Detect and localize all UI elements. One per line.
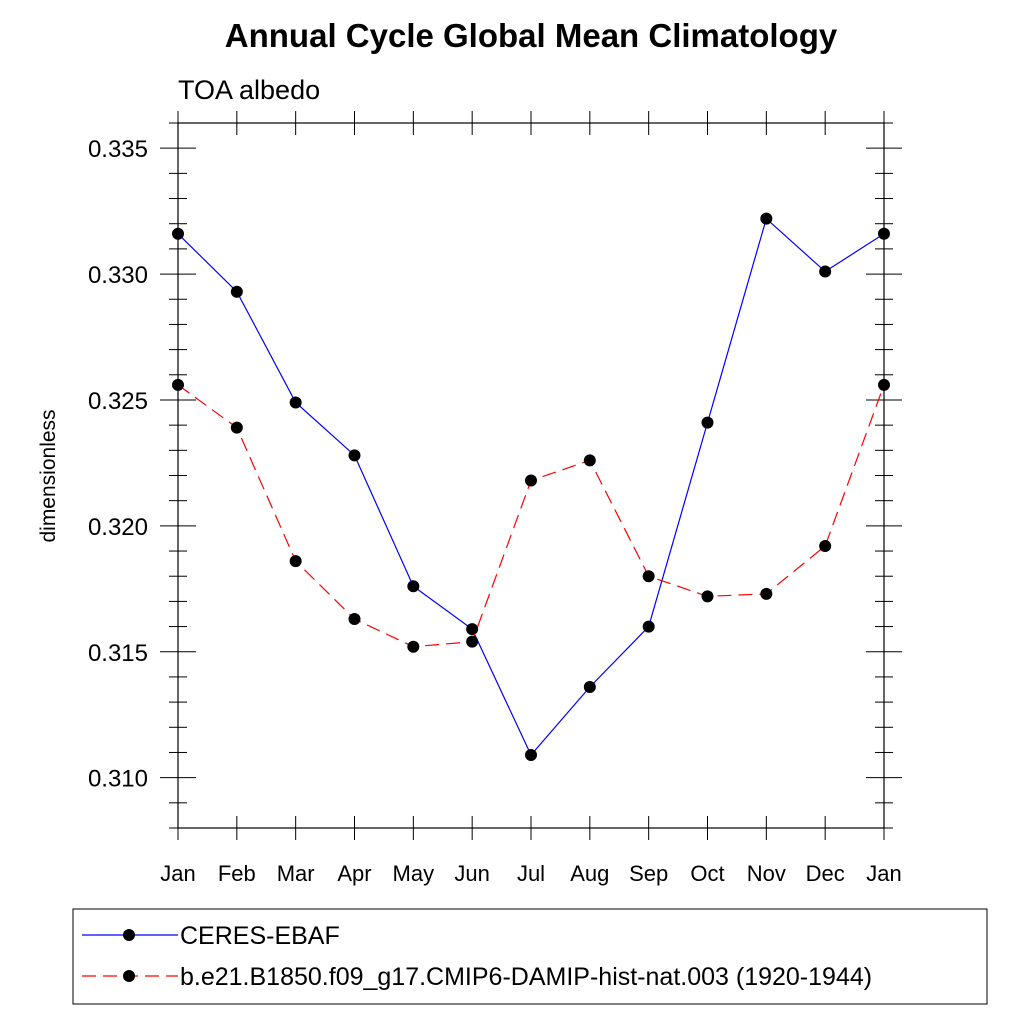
data-point (289, 396, 302, 409)
data-point (348, 613, 361, 626)
y-tick-label: 0.320 (88, 514, 148, 541)
axis-ticks (160, 111, 902, 840)
legend-box (72, 908, 988, 1005)
legend: CERES-EBAF b.e21.B1850.f09_g17.CMIP6-DAMI… (72, 908, 988, 1005)
series-line (177, 217, 885, 757)
data-point (701, 590, 714, 603)
y-tick-label: 0.335 (88, 136, 148, 163)
data-point (289, 555, 302, 568)
x-tick-label: Apr (337, 861, 371, 886)
data-point (642, 570, 655, 583)
series-2 (172, 378, 890, 653)
x-tick-label: Oct (690, 861, 724, 886)
data-point (230, 285, 243, 298)
data-point (466, 635, 479, 648)
data-point (642, 620, 655, 633)
legend-marker (123, 970, 135, 982)
x-tick-label: Nov (747, 861, 786, 886)
x-tick-label: Dec (806, 861, 845, 886)
series-layer (172, 212, 890, 761)
legend-label: b.e21.B1850.f09_g17.CMIP6-DAMIP-hist-nat… (180, 963, 872, 991)
y-tick-labels: 0.310 0.315 0.320 0.325 0.330 0.335 (88, 136, 148, 792)
data-point (760, 587, 773, 600)
x-tick-label: Jul (517, 861, 545, 886)
series-1 (172, 212, 890, 761)
y-tick-label: 0.315 (88, 640, 148, 667)
data-point (819, 540, 832, 552)
series-line (177, 384, 885, 648)
data-point (407, 580, 420, 593)
chart-title: Annual Cycle Global Mean Climatology (225, 17, 838, 54)
x-tick-label: May (393, 861, 435, 886)
data-point (760, 212, 773, 225)
y-tick-label: 0.325 (88, 388, 148, 415)
data-point (230, 421, 243, 434)
y-tick-label: 0.310 (88, 766, 148, 793)
data-point (466, 623, 479, 636)
x-tick-label: Sep (629, 861, 668, 886)
x-tick-labels: Jan Feb Mar Apr May Jun Jul Aug Sep Oct Nov Dec Jan (160, 861, 901, 886)
y-tick-label: 0.330 (88, 262, 148, 289)
data-point (583, 681, 596, 693)
chart-subtitle: TOA albedo (178, 75, 320, 105)
data-point (525, 474, 537, 487)
x-tick-label: Feb (218, 861, 256, 886)
x-tick-label: Mar (277, 861, 315, 886)
data-point (348, 449, 361, 462)
x-tick-label: Jan (866, 861, 901, 886)
x-tick-label: Jun (454, 861, 489, 886)
legend-marker (123, 929, 135, 941)
plot-frame (177, 122, 885, 829)
data-point (407, 640, 420, 653)
data-point (583, 454, 596, 467)
data-point (701, 416, 714, 429)
x-tick-label: Jan (160, 861, 195, 886)
y-axis-label: dimensionless (37, 409, 60, 542)
x-tick-label: Aug (570, 861, 609, 886)
data-point (819, 265, 832, 278)
data-point (525, 748, 537, 761)
legend-label: CERES-EBAF (180, 922, 340, 950)
